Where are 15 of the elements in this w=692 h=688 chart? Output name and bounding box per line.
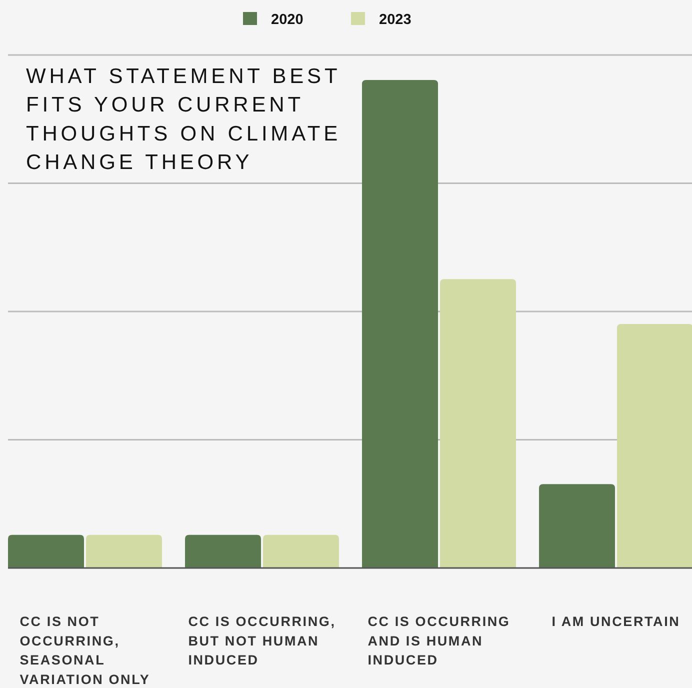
- x-tick-label: CC IS OCCURRING, BUT NOT HUMAN INDUCED: [188, 614, 336, 668]
- bar: [8, 534, 84, 568]
- bar: [440, 279, 516, 568]
- x-tick-label: CC IS OCCURRING AND IS HUMAN INDUCED: [368, 614, 510, 668]
- text: WHAT STATEMENT BEST FITS YOUR CURRENT THOUGHTS ON CLIMATE CHANGE THEORY: [26, 65, 342, 174]
- legend-label: 2023: [379, 12, 412, 28]
- bar: [263, 534, 339, 568]
- bar: [86, 534, 162, 568]
- bar: [617, 324, 692, 568]
- x-tick-label: I AM UNCERTAIN: [552, 614, 680, 629]
- bar: [362, 80, 438, 568]
- legend-label: 2020: [271, 12, 304, 28]
- bar: [185, 534, 261, 568]
- x-tick-label: CC IS NOT OCCURRING, SEASONAL VARIATION ONLY: [20, 614, 150, 687]
- bar: [539, 484, 616, 568]
